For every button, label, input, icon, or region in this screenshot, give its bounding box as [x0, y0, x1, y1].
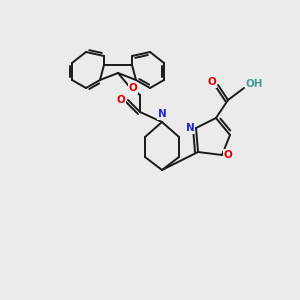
Text: N: N — [186, 123, 194, 133]
Text: O: O — [117, 95, 125, 105]
Text: O: O — [129, 83, 137, 93]
Text: O: O — [208, 77, 216, 87]
Text: O: O — [224, 150, 232, 160]
Text: N: N — [158, 109, 166, 119]
Text: OH: OH — [245, 79, 263, 89]
